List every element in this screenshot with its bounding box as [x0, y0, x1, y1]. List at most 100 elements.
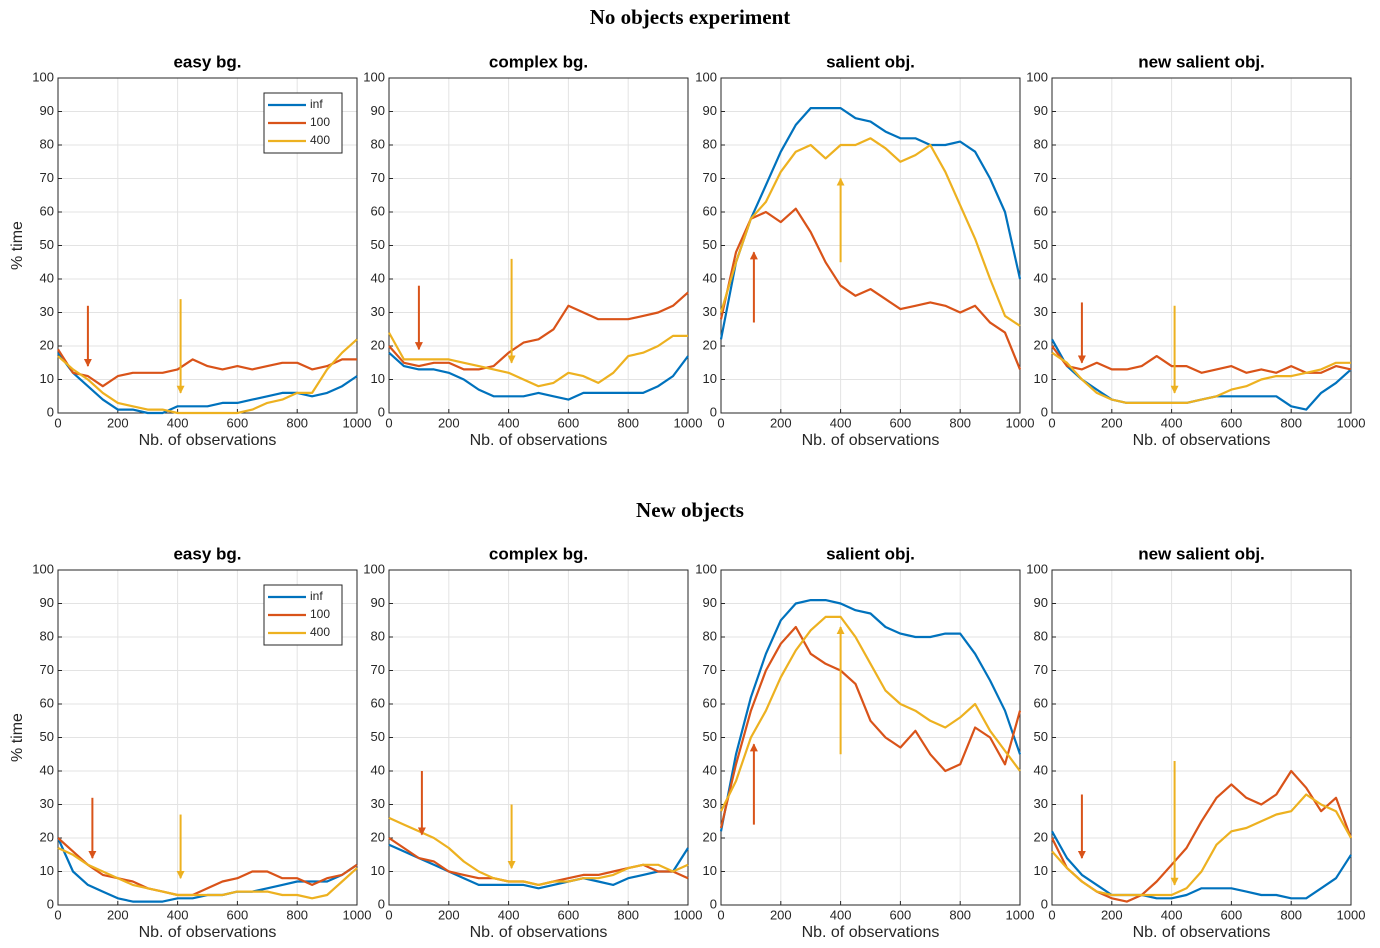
y-tick-label: 20 — [703, 337, 717, 352]
y-tick-label: 90 — [703, 595, 717, 610]
y-tick-label: 100 — [1026, 561, 1048, 576]
y-tick-label: 90 — [371, 595, 385, 610]
axes-frame — [57, 569, 358, 906]
y-tick-label: 30 — [371, 796, 385, 811]
y-tick-label: 40 — [40, 762, 54, 777]
y-tick-label: 100 — [695, 69, 717, 84]
x-tick-label: 0 — [717, 907, 724, 922]
y-tick-label: 60 — [703, 695, 717, 710]
x-tick-label: 0 — [54, 415, 61, 430]
y-tick-label: 30 — [703, 796, 717, 811]
y-tick-label: 10 — [371, 863, 385, 878]
y-tick-label: 20 — [40, 829, 54, 844]
y-tick-label: 30 — [1034, 796, 1048, 811]
y-tick-label: 30 — [703, 304, 717, 319]
y-tick-label: 40 — [371, 270, 385, 285]
series-line — [388, 816, 689, 886]
y-tick-label: 80 — [40, 628, 54, 643]
axes-frame — [388, 569, 689, 906]
x-axis-label: Nb. of observations — [470, 924, 608, 941]
y-tick-label: 40 — [703, 270, 717, 285]
x-tick-label: 800 — [949, 415, 971, 430]
x-tick-label: 400 — [498, 415, 520, 430]
legend-label: inf — [310, 589, 323, 603]
y-tick-label: 30 — [40, 796, 54, 811]
chart-title: complex bg. — [489, 544, 588, 563]
y-tick-label: 70 — [703, 170, 717, 185]
y-tick-label: 80 — [703, 136, 717, 151]
series-line — [1051, 830, 1352, 900]
x-tick-label: 800 — [617, 907, 639, 922]
figure-title: No objects experiment — [590, 5, 791, 29]
y-tick-label: 10 — [371, 371, 385, 386]
x-tick-label: 200 — [438, 907, 460, 922]
y-tick-label: 30 — [40, 304, 54, 319]
y-tick-label: 80 — [703, 628, 717, 643]
y-tick-label: 70 — [371, 170, 385, 185]
chart-title: salient obj. — [826, 544, 915, 563]
series-line — [57, 352, 358, 415]
x-axis-label: Nb. of observations — [139, 924, 277, 941]
y-tick-label: 70 — [1034, 662, 1048, 677]
y-tick-label: 50 — [40, 729, 54, 744]
y-tick-label: 20 — [1034, 829, 1048, 844]
axes-frame — [720, 569, 1021, 906]
y-axis-label: % time — [9, 713, 26, 762]
chart-title: new salient obj. — [1138, 52, 1265, 71]
x-axis-label: Nb. of observations — [802, 924, 940, 941]
y-tick-label: 0 — [710, 896, 717, 911]
x-tick-label: 600 — [227, 415, 249, 430]
y-tick-label: 0 — [710, 404, 717, 419]
series-line — [57, 846, 358, 900]
y-tick-label: 0 — [47, 896, 54, 911]
legend-label: 100 — [310, 607, 330, 621]
series-line — [1051, 769, 1353, 903]
y-tick-label: 50 — [40, 237, 54, 252]
x-tick-label: 600 — [890, 415, 912, 430]
x-tick-label: 200 — [1101, 907, 1123, 922]
y-tick-label: 60 — [371, 695, 385, 710]
x-tick-label: 800 — [617, 415, 639, 430]
x-tick-label: 200 — [107, 907, 129, 922]
y-tick-label: 50 — [1034, 237, 1048, 252]
y-tick-label: 60 — [1034, 203, 1048, 218]
series-line — [388, 332, 688, 388]
y-tick-label: 70 — [703, 662, 717, 677]
x-tick-label: 0 — [385, 415, 392, 430]
y-tick-label: 10 — [40, 371, 54, 386]
axes-frame — [388, 77, 689, 414]
x-tick-label: 800 — [949, 907, 971, 922]
y-tick-label: 10 — [1034, 371, 1048, 386]
y-tick-label: 10 — [703, 863, 717, 878]
y-tick-label: 90 — [1034, 103, 1048, 118]
x-tick-label: 400 — [1161, 415, 1183, 430]
x-tick-label: 400 — [167, 907, 189, 922]
x-tick-label: 600 — [558, 907, 580, 922]
x-axis-label: Nb. of observations — [139, 432, 277, 449]
y-tick-label: 30 — [371, 304, 385, 319]
legend-label: 400 — [310, 625, 330, 639]
y-tick-label: 20 — [40, 337, 54, 352]
chart-title: complex bg. — [489, 52, 588, 71]
x-tick-label: 1000 — [674, 907, 703, 922]
y-tick-label: 0 — [378, 404, 385, 419]
x-tick-label: 200 — [770, 415, 792, 430]
x-tick-label: 200 — [1101, 415, 1123, 430]
y-tick-label: 70 — [1034, 170, 1048, 185]
x-tick-label: 0 — [1048, 415, 1055, 430]
y-tick-label: 70 — [40, 170, 54, 185]
x-tick-label: 400 — [1161, 907, 1183, 922]
y-tick-label: 100 — [32, 69, 54, 84]
y-tick-label: 90 — [40, 103, 54, 118]
chart-title: easy bg. — [173, 544, 241, 563]
x-axis-label: Nb. of observations — [1133, 432, 1271, 449]
chart-title: easy bg. — [173, 52, 241, 71]
series-line — [388, 351, 689, 401]
y-tick-label: 0 — [1041, 404, 1048, 419]
series-line — [720, 615, 1021, 812]
series-line — [719, 107, 1022, 340]
x-axis-label: Nb. of observations — [470, 432, 608, 449]
y-tick-label: 10 — [703, 371, 717, 386]
series-line — [57, 348, 357, 388]
legend-label: inf — [310, 97, 323, 111]
